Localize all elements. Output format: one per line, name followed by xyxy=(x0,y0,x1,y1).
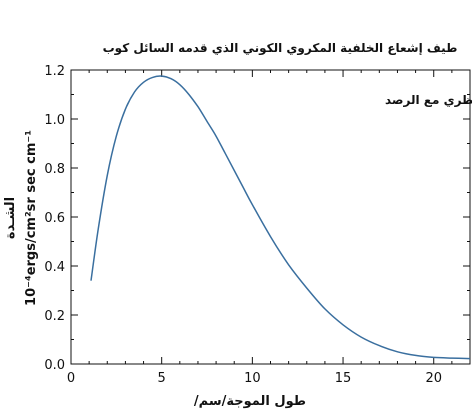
y-tick-label: 0.4 xyxy=(44,260,65,275)
y-tick-label: 0.6 xyxy=(44,211,65,226)
y-tick-label: 1.2 xyxy=(44,64,65,79)
x-tick-label: 10 xyxy=(244,371,261,386)
y-tick-label: 1.0 xyxy=(44,113,65,128)
x-axis: 0 5 10 15 20 xyxy=(67,70,453,386)
x-tick-label: 0 xyxy=(67,371,75,386)
chart-annotation: التوافق النظري مع الرصد xyxy=(385,93,472,108)
y-tick-label: 0.0 xyxy=(44,358,65,373)
y-axis-label-title: الشـدة xyxy=(3,197,18,239)
y-axis-label-units: 10⁻⁴ergs/cm²sr sec cm⁻¹ xyxy=(24,130,39,306)
x-tick-label: 5 xyxy=(158,371,166,386)
y-tick-label: 0.8 xyxy=(44,162,65,177)
x-tick-label: 20 xyxy=(425,371,442,386)
x-tick-label: 15 xyxy=(335,371,352,386)
y-tick-label: 0.2 xyxy=(44,309,65,324)
chart-title: طيف إشعاع الخلفية المكروي الكوني الذي قد… xyxy=(103,41,458,56)
series-line xyxy=(90,75,471,360)
plot-frame xyxy=(70,69,471,365)
y-axis: 0.0 0.2 0.4 0.6 0.8 1.0 1.2 xyxy=(44,64,470,373)
x-axis-label: طول الموجة/سم/ xyxy=(194,394,306,409)
